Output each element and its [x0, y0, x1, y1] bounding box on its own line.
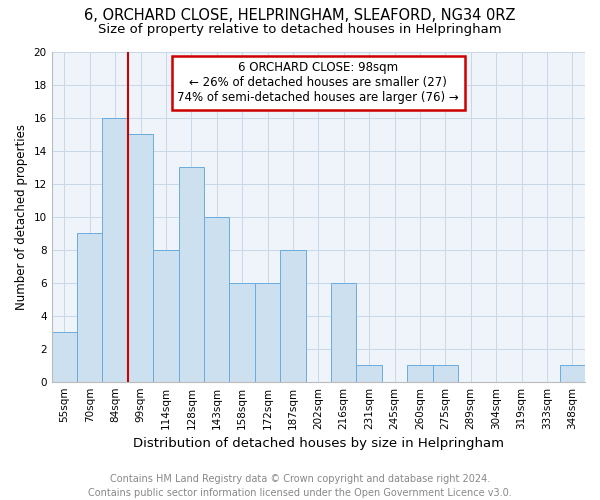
Text: 6 ORCHARD CLOSE: 98sqm
← 26% of detached houses are smaller (27)
74% of semi-det: 6 ORCHARD CLOSE: 98sqm ← 26% of detached… — [178, 62, 459, 104]
Bar — [77, 233, 103, 382]
Y-axis label: Number of detached properties: Number of detached properties — [15, 124, 28, 310]
Bar — [153, 250, 179, 382]
Bar — [331, 282, 356, 382]
X-axis label: Distribution of detached houses by size in Helpringham: Distribution of detached houses by size … — [133, 437, 504, 450]
Bar — [52, 332, 77, 382]
Bar — [204, 216, 229, 382]
Bar — [560, 365, 585, 382]
Bar — [280, 250, 305, 382]
Bar — [229, 282, 255, 382]
Bar — [128, 134, 153, 382]
Text: Size of property relative to detached houses in Helpringham: Size of property relative to detached ho… — [98, 22, 502, 36]
Bar — [179, 167, 204, 382]
Text: 6, ORCHARD CLOSE, HELPRINGHAM, SLEAFORD, NG34 0RZ: 6, ORCHARD CLOSE, HELPRINGHAM, SLEAFORD,… — [84, 8, 516, 22]
Bar — [407, 365, 433, 382]
Bar — [433, 365, 458, 382]
Text: Contains HM Land Registry data © Crown copyright and database right 2024.
Contai: Contains HM Land Registry data © Crown c… — [88, 474, 512, 498]
Bar — [356, 365, 382, 382]
Bar — [255, 282, 280, 382]
Bar — [103, 118, 128, 382]
